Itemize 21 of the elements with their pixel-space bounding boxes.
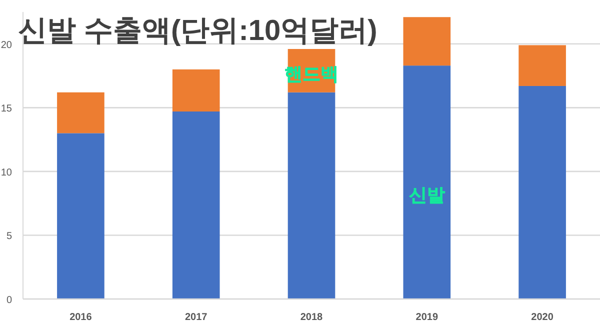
y-tick-label: 15 <box>0 104 12 115</box>
y-tick-label: 0 <box>6 295 12 306</box>
x-tick-label: 2019 <box>416 312 438 323</box>
bar <box>172 111 220 299</box>
bar <box>403 17 451 66</box>
y-tick-label: 20 <box>0 40 12 51</box>
bar <box>403 66 451 299</box>
x-tick-label: 2016 <box>70 312 92 323</box>
series-label: 신발 <box>408 184 445 205</box>
x-tick-label: 2018 <box>300 312 324 323</box>
bar <box>172 69 220 112</box>
y-tick-label: 10 <box>0 167 12 178</box>
chart-title: 신발 수출액(단위:10억달러) <box>18 15 378 47</box>
bar <box>518 45 566 86</box>
y-tick-label: 5 <box>6 231 12 242</box>
bar <box>518 86 566 299</box>
bar <box>57 133 104 299</box>
bar <box>288 92 336 299</box>
x-tick-label: 2020 <box>531 312 554 323</box>
bar <box>57 92 104 134</box>
x-tick-label: 2017 <box>184 312 208 323</box>
